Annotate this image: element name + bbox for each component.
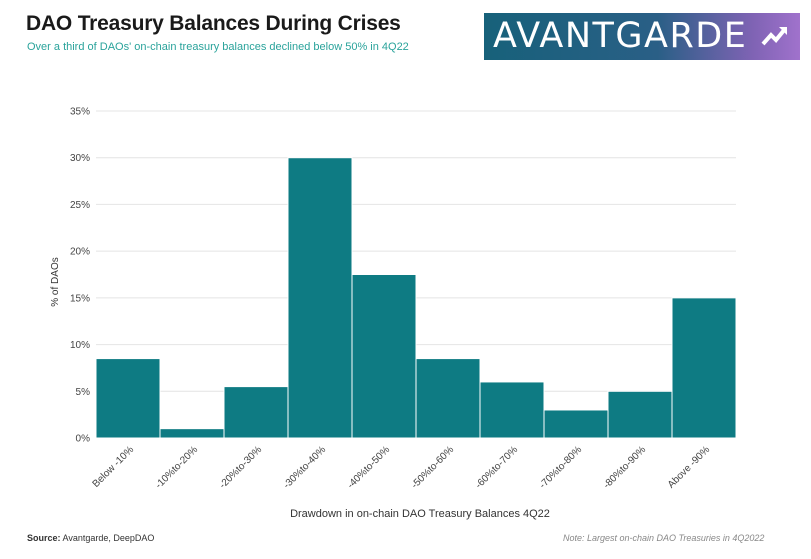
bar	[159, 428, 225, 439]
y-tick-label: 5%	[76, 387, 91, 398]
avantgarde-logo: AVANTGARDE	[484, 13, 800, 60]
bar	[415, 358, 481, 439]
bar	[95, 358, 161, 439]
y-tick-label: 20%	[70, 247, 90, 258]
bar	[543, 409, 609, 439]
x-axis-label: Drawdown in on-chain DAO Treasury Balanc…	[290, 508, 550, 520]
chart-subtitle: Over a third of DAOs' on-chain treasury …	[27, 41, 409, 53]
y-tick-labels: 0% 5% 10% 15% 20% 25% 30% 35%	[70, 107, 90, 445]
bar	[351, 274, 417, 439]
x-tick-label: Below -10%	[91, 444, 137, 490]
y-tick-label: 35%	[70, 107, 90, 118]
x-tick-label: -70%to-80%	[537, 444, 584, 491]
x-tick-label: -50%to-60%	[409, 444, 456, 491]
x-tick-label: -10%to-20%	[153, 444, 200, 491]
footnote: Note: Largest on-chain DAO Treasuries in…	[563, 533, 765, 543]
arrow-mark-icon	[761, 27, 787, 46]
x-tick-label: -60%to-70%	[473, 444, 520, 491]
logo-text: AVANTGARDE	[493, 16, 748, 56]
chart-title: DAO Treasury Balances During Crises	[26, 12, 401, 35]
y-tick-label: 15%	[70, 293, 90, 304]
x-tick-label: -40%to-50%	[345, 444, 392, 491]
x-tick-label: -20%to-30%	[217, 444, 264, 491]
source-text: Avantgarde, DeepDAO	[62, 533, 155, 543]
bar	[223, 386, 289, 439]
y-tick-label: 10%	[70, 340, 90, 351]
bar	[607, 390, 673, 439]
x-tick-label: -80%to-90%	[601, 444, 648, 491]
bar	[287, 157, 353, 439]
y-tick-label: 30%	[70, 153, 90, 164]
y-axis-label: % of DAOs	[50, 257, 61, 306]
source-line: Source: Avantgarde, DeepDAO	[27, 533, 154, 543]
bar	[479, 381, 545, 439]
bars	[95, 157, 737, 439]
x-tick-label: -30%to-40%	[281, 444, 328, 491]
bar	[671, 297, 737, 439]
x-tick-labels: Below -10% -10%to-20% -20%to-30% -30%to-40%…	[91, 444, 713, 491]
x-tick-label: Above -90%	[666, 444, 712, 490]
y-tick-label: 0%	[76, 434, 91, 445]
source-label: Source:	[27, 533, 61, 543]
y-tick-label: 25%	[70, 200, 90, 211]
